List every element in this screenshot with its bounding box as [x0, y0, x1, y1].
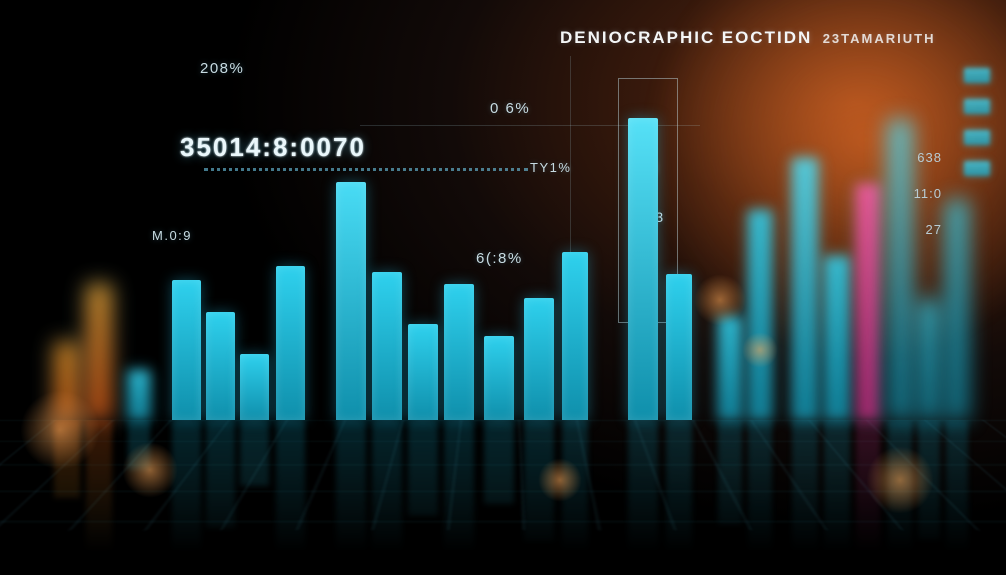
chip-icon	[964, 161, 990, 176]
chip-icon	[964, 68, 990, 83]
bar	[824, 420, 850, 575]
bar	[276, 266, 305, 420]
bar	[240, 354, 269, 420]
bar	[172, 280, 201, 420]
bar	[562, 252, 588, 420]
bar	[240, 420, 269, 486]
bar	[918, 300, 940, 420]
bokeh-dot	[20, 390, 100, 470]
bar	[628, 420, 658, 575]
bar	[666, 420, 692, 566]
bar	[946, 420, 968, 575]
chip-icon	[964, 99, 990, 114]
chart-title: DENIOCRAPHIC EOCTIDN 23TAMARIUTH	[560, 28, 935, 48]
bar	[372, 420, 402, 568]
bar	[276, 420, 305, 574]
bar	[128, 370, 150, 420]
bokeh-dot	[694, 274, 746, 326]
bar	[628, 118, 658, 420]
legend-2: 11:0	[914, 186, 942, 201]
chip-column	[964, 68, 990, 192]
bokeh-dot	[866, 446, 934, 514]
bar	[748, 420, 772, 575]
bar	[946, 200, 968, 420]
bar	[206, 312, 235, 420]
bar	[172, 420, 201, 560]
bar	[336, 420, 366, 575]
bar	[336, 182, 366, 420]
bar	[718, 316, 742, 420]
bar	[888, 120, 912, 420]
bar	[444, 420, 474, 556]
legend-3: 27	[926, 222, 942, 237]
chart-stage: DENIOCRAPHIC EOCTIDN 23TAMARIUTH 35014:8…	[0, 0, 1006, 575]
bar	[718, 420, 742, 524]
bar	[408, 420, 438, 516]
bar	[484, 336, 514, 420]
bar	[824, 256, 850, 420]
bokeh-dot	[122, 442, 178, 498]
bar	[748, 210, 772, 420]
bar	[666, 274, 692, 420]
title-word-3: 23TAMARIUTH	[823, 31, 936, 46]
bar	[206, 420, 235, 528]
bar	[408, 324, 438, 420]
bokeh-dot	[538, 458, 582, 502]
bar	[444, 284, 474, 420]
chip-icon	[964, 130, 990, 145]
bar	[856, 184, 880, 420]
label-mid-pct: 0 6%	[490, 100, 530, 117]
bokeh-dot	[742, 332, 778, 368]
bar	[484, 420, 514, 504]
label-top-pct: 208%	[200, 60, 244, 77]
bar	[792, 420, 818, 575]
bar	[792, 158, 818, 420]
legend-1: 638	[917, 150, 942, 165]
title-word-2: EOCTIDN	[722, 28, 813, 47]
bar	[86, 284, 112, 420]
title-word-1: DENIOCRAPHIC	[560, 28, 715, 47]
bar-group	[0, 120, 1006, 420]
bar	[524, 298, 554, 420]
bar	[372, 272, 402, 420]
